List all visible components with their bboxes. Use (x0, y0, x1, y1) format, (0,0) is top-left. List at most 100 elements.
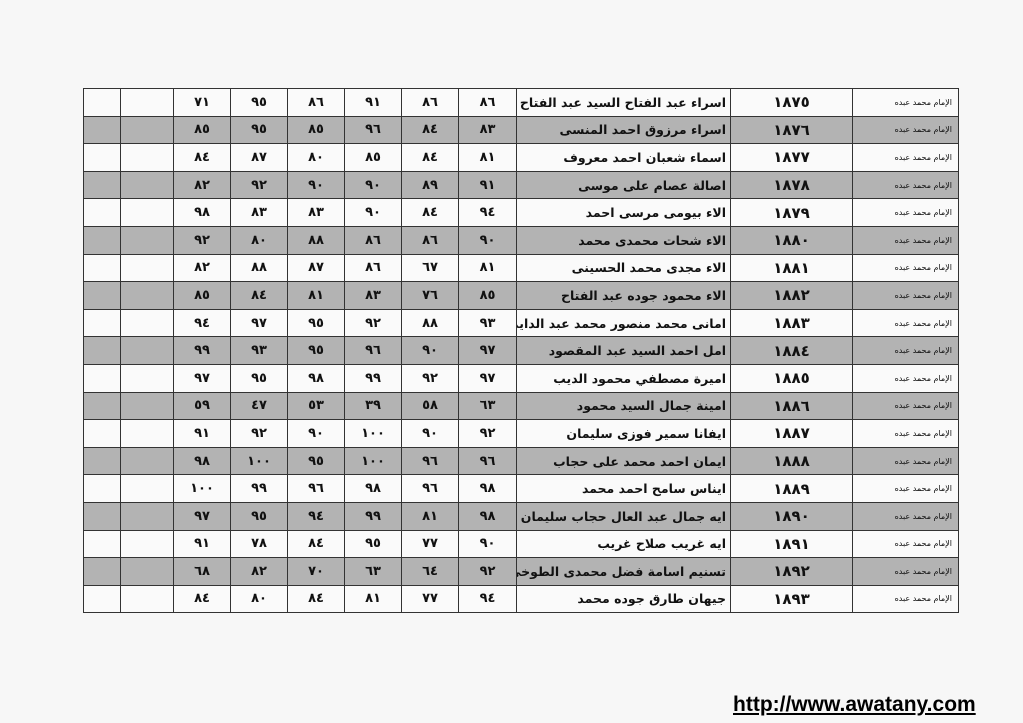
seat-number-cell: ١٨٨٨ (730, 446, 853, 476)
student-name-cell: الاء محمود جوده عبد الفتاح (516, 281, 731, 310)
website-link[interactable]: http://www.awatany.com (733, 693, 976, 716)
score-cell: ٩٥ (230, 88, 288, 117)
score-cell: ٥٩ (173, 391, 231, 421)
score-cell: ٩٠ (287, 170, 345, 200)
empty-cell (120, 363, 174, 393)
score-cell: ٨٣ (344, 281, 402, 310)
student-name-cell: اميرة مصطفي محمود الديب (516, 363, 731, 393)
score-cell: ٩٧ (458, 363, 517, 393)
score-cell: ٩٤ (458, 584, 517, 614)
seat-number-cell: ١٨٨٦ (730, 391, 853, 421)
score-cell: ١٠٠ (230, 446, 288, 476)
student-name-cell: ايه جمال عبد العال حجاب سليمان (516, 501, 731, 531)
seat-number-cell: ١٨٧٥ (730, 88, 853, 117)
empty-cell (83, 88, 121, 117)
empty-cell (83, 529, 121, 559)
table-row: الإمام محمد عبده ١٨٨٤ امل احمد السيد عبد ا… (83, 336, 959, 365)
score-cell: ٩٧ (230, 308, 288, 338)
score-cell: ٩٢ (344, 308, 402, 338)
empty-cell (120, 419, 174, 448)
score-cell: ٨٢ (230, 557, 288, 586)
seat-number-cell: ١٨٨٧ (730, 419, 853, 448)
empty-cell (120, 584, 174, 614)
table-row: الإمام محمد عبده ١٨٨٧ ايفانا سمير فوزى سلي… (83, 419, 959, 448)
score-cell: ٩٣ (230, 336, 288, 365)
score-cell: ٨٧ (287, 253, 345, 283)
score-cell: ٩٠ (344, 170, 402, 200)
empty-cell (120, 88, 174, 117)
score-cell: ٨٥ (344, 143, 402, 172)
score-cell: ٨٤ (401, 198, 459, 227)
score-cell: ٨٣ (287, 198, 345, 227)
student-name-cell: الاء مجدى محمد الحسينى (516, 253, 731, 283)
score-cell: ٨٦ (401, 88, 459, 117)
score-cell: ٩٨ (344, 474, 402, 503)
score-cell: ٩٨ (173, 446, 231, 476)
score-cell: ٨٢ (173, 170, 231, 200)
school-cell: الإمام محمد عبده (852, 143, 959, 172)
seat-number-cell: ١٨٩١ (730, 529, 853, 559)
empty-cell (120, 474, 174, 503)
score-cell: ٩٦ (344, 336, 402, 365)
empty-cell (83, 336, 121, 365)
score-cell: ٨٦ (344, 253, 402, 283)
empty-cell (83, 198, 121, 227)
score-cell: ٩٤ (287, 501, 345, 531)
score-cell: ٨٤ (230, 281, 288, 310)
score-cell: ٨٤ (287, 584, 345, 614)
school-cell: الإمام محمد عبده (852, 253, 959, 283)
seat-number-cell: ١٨٨١ (730, 253, 853, 283)
score-cell: ٩٢ (230, 419, 288, 448)
score-cell: ٨٠ (230, 225, 288, 255)
score-cell: ٩٠ (401, 419, 459, 448)
school-cell: الإمام محمد عبده (852, 281, 959, 310)
score-cell: ٩٧ (458, 336, 517, 365)
score-cell: ٨٨ (287, 225, 345, 255)
seat-number-cell: ١٨٩٢ (730, 557, 853, 586)
seat-number-cell: ١٨٨٢ (730, 281, 853, 310)
score-cell: ٩١ (173, 419, 231, 448)
school-cell: الإمام محمد عبده (852, 584, 959, 614)
empty-cell (120, 143, 174, 172)
empty-cell (83, 474, 121, 503)
score-cell: ١٠٠ (173, 474, 231, 503)
seat-number-cell: ١٨٩٠ (730, 501, 853, 531)
score-cell: ٩٦ (458, 446, 517, 476)
score-cell: ٨٥ (458, 281, 517, 310)
score-cell: ٩٥ (230, 363, 288, 393)
empty-cell (120, 253, 174, 283)
student-name-cell: جيهان طارق جوده محمد (516, 584, 731, 614)
score-cell: ٩٩ (344, 363, 402, 393)
seat-number-cell: ١٨٨٣ (730, 308, 853, 338)
empty-cell (120, 391, 174, 421)
school-cell: الإمام محمد عبده (852, 501, 959, 531)
score-cell: ٨٠ (230, 584, 288, 614)
empty-cell (120, 198, 174, 227)
score-cell: ٨٦ (344, 225, 402, 255)
score-cell: ٩٥ (287, 336, 345, 365)
table-row: الإمام محمد عبده ١٨٧٥ اسراء عبد الفتاح الس… (83, 88, 959, 117)
score-cell: ٩٠ (458, 225, 517, 255)
empty-cell (83, 115, 121, 145)
score-cell: ٩٨ (458, 474, 517, 503)
score-cell: ٨٤ (173, 143, 231, 172)
score-cell: ٩٢ (458, 419, 517, 448)
school-cell: الإمام محمد عبده (852, 198, 959, 227)
score-cell: ٥٣ (287, 391, 345, 421)
score-cell: ٩٩ (173, 336, 231, 365)
score-cell: ٩٠ (287, 419, 345, 448)
score-cell: ٩٥ (287, 446, 345, 476)
score-cell: ٦٤ (401, 557, 459, 586)
empty-cell (83, 363, 121, 393)
empty-cell (83, 281, 121, 310)
student-name-cell: اسماء شعبان احمد معروف (516, 143, 731, 172)
table-row: الإمام محمد عبده ١٨٩٢ تسنيم اسامة فضل محمد… (83, 557, 959, 586)
score-cell: ٩٥ (344, 529, 402, 559)
score-cell: ٩٦ (401, 474, 459, 503)
score-cell: ٨٨ (230, 253, 288, 283)
score-cell: ٨٤ (401, 115, 459, 145)
score-cell: ٨٦ (401, 225, 459, 255)
score-cell: ٩٤ (173, 308, 231, 338)
score-cell: ٨٥ (287, 115, 345, 145)
empty-cell (83, 584, 121, 614)
